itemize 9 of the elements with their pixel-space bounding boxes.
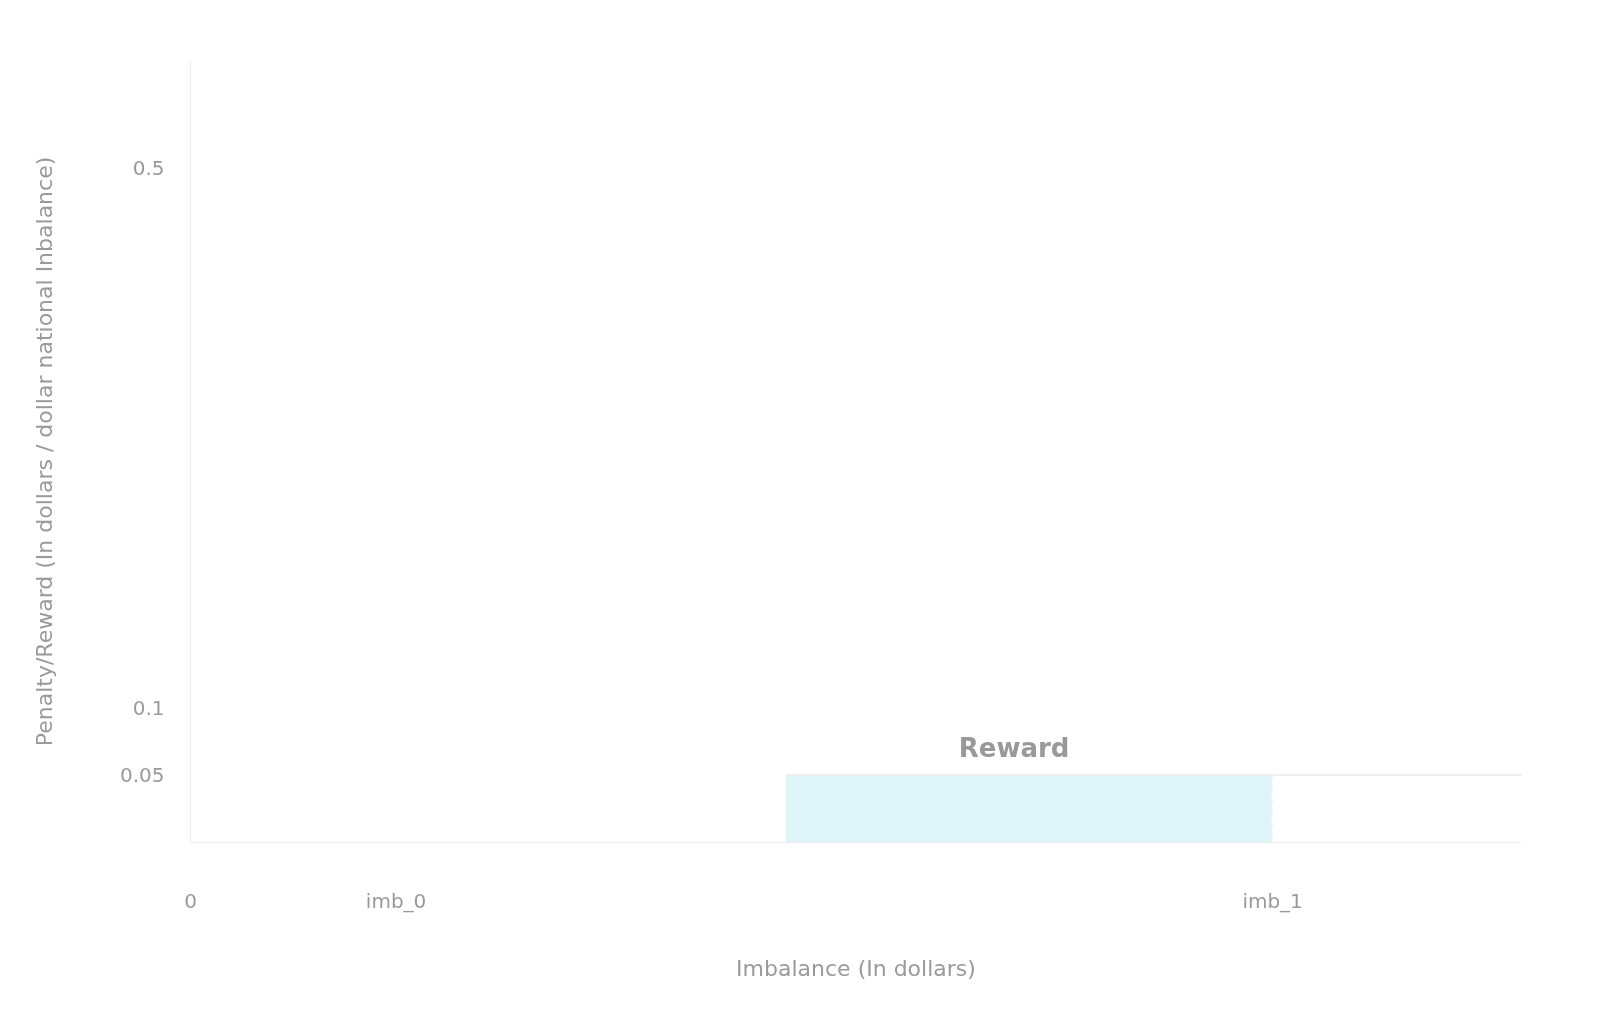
x-tick-label: imb_0 — [365, 888, 427, 913]
x-tick-label: 0 — [184, 888, 197, 913]
x-axis-title: Imbalance (In dollars) — [736, 955, 976, 981]
annotation: Reward — [958, 733, 1070, 764]
y-tick-label: 0.1 — [132, 695, 165, 720]
y-tick-label: 0.05 — [119, 763, 165, 788]
y-axis-title: Penalty/Reward (In dollars / dollar national Inbalance) — [31, 156, 57, 747]
x-tick-label: imb_1 — [1242, 888, 1303, 913]
y-tick-label: 0.5 — [132, 156, 165, 181]
